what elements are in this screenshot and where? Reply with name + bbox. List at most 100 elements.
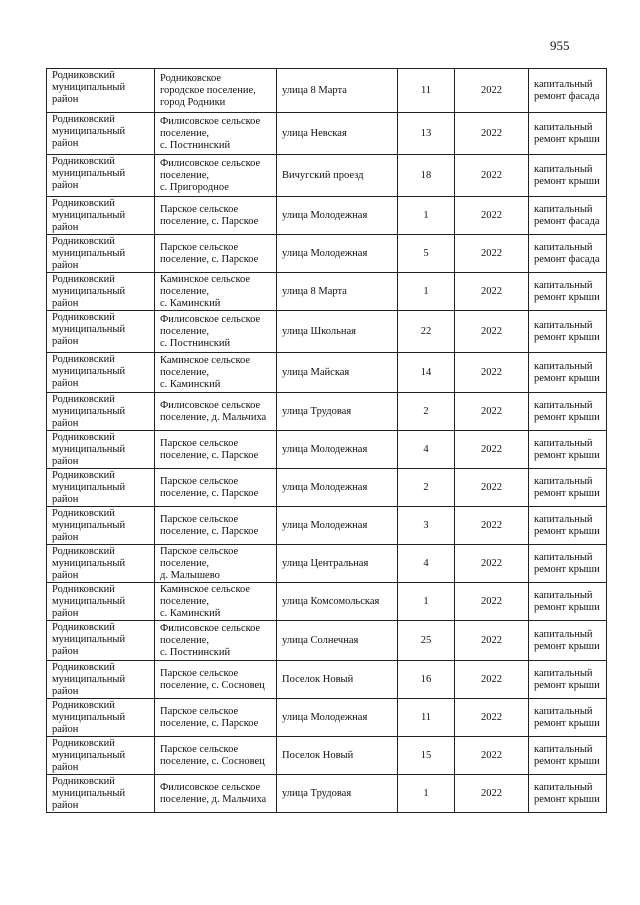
text-line: Филисовское сельское xyxy=(160,313,261,325)
settlement-cell: Родниковское городское поселение, город Ро… xyxy=(154,68,277,113)
text-line: Родниковский xyxy=(52,274,115,285)
table-row: Родниковский муниципальный район Парское се… xyxy=(46,736,607,775)
year-cell: 2022 xyxy=(454,774,529,813)
street-cell: улица Школьная xyxy=(276,310,398,353)
text-line: капитальный xyxy=(534,399,593,411)
text-line: Родниковский xyxy=(52,738,115,749)
text-line: Парское сельское xyxy=(160,667,239,679)
text-line: ремонт крыши xyxy=(534,525,600,537)
text-line: Родниковский xyxy=(52,70,115,81)
house-cell: 4 xyxy=(397,544,455,583)
year-cell: 2022 xyxy=(454,582,529,621)
house-cell: 1 xyxy=(397,196,455,235)
work-type-cell: капитальный ремонт крыши xyxy=(528,468,607,507)
text-line: ремонт крыши xyxy=(534,487,600,499)
text-line: Филисовское сельское xyxy=(160,157,261,169)
text-line: ремонт крыши xyxy=(534,133,600,145)
text-line: район xyxy=(52,608,79,619)
text-line: капитальный xyxy=(534,319,593,331)
text-line: район xyxy=(52,646,79,657)
text-line: с. Постнинский xyxy=(160,139,231,151)
text-line: ремонт крыши xyxy=(534,372,600,384)
street-cell: улица Молодежная xyxy=(276,196,398,235)
text-line: район xyxy=(52,570,79,581)
text-line: ремонт крыши xyxy=(534,563,600,575)
table-row: Родниковский муниципальный район Филисовско… xyxy=(46,310,607,353)
text-line: Филисовское сельское xyxy=(160,399,261,411)
table-row: Родниковский муниципальный район Каминское … xyxy=(46,272,607,311)
settlement-cell: Парское сельское поселение, с. Парское xyxy=(154,430,277,469)
street-cell: улица Комсомольская xyxy=(276,582,398,621)
text-line: район xyxy=(52,494,79,505)
text-line: поселение, xyxy=(160,557,210,569)
text-line: с. Каминский xyxy=(160,297,221,309)
year-cell: 2022 xyxy=(454,620,529,661)
text-line: Парское сельское xyxy=(160,545,239,557)
year-cell: 2022 xyxy=(454,430,529,469)
work-type-cell: капитальный ремонт крыши xyxy=(528,430,607,469)
house-cell: 4 xyxy=(397,430,455,469)
text-line: Парское сельское xyxy=(160,475,239,487)
table-row: Родниковский муниципальный район Парское се… xyxy=(46,544,607,583)
text-line: Родниковский xyxy=(52,394,115,405)
text-line: городское поселение, xyxy=(160,84,256,96)
text-line: район xyxy=(52,800,79,811)
settlement-cell: Парское сельское поселение, с. Парское xyxy=(154,506,277,545)
text-line: Родниковский xyxy=(52,622,115,633)
table-row: Родниковский муниципальный район Парское се… xyxy=(46,234,607,273)
text-line: район xyxy=(52,180,79,191)
text-line: капитальный xyxy=(534,551,593,563)
text-line: ремонт фасада xyxy=(534,215,600,227)
street-cell: улица Молодежная xyxy=(276,430,398,469)
text-line: муниципальный xyxy=(52,324,126,335)
work-type-cell: капитальный ремонт крыши xyxy=(528,272,607,311)
house-cell: 18 xyxy=(397,154,455,197)
district-cell: Родниковский муниципальный район xyxy=(46,310,155,353)
text-line: с. Постнинский xyxy=(160,337,231,349)
district-cell: Родниковский муниципальный район xyxy=(46,430,155,469)
house-cell: 16 xyxy=(397,660,455,699)
text-line: район xyxy=(52,686,79,697)
settlement-cell: Каминское сельское поселение, с. Каминский xyxy=(154,272,277,311)
district-cell: Родниковский муниципальный район xyxy=(46,154,155,197)
house-cell: 1 xyxy=(397,272,455,311)
text-line: Родниковский xyxy=(52,198,115,209)
text-line: район xyxy=(52,222,79,233)
district-cell: Родниковский муниципальный район xyxy=(46,544,155,583)
district-cell: Родниковский муниципальный район xyxy=(46,660,155,699)
settlement-cell: Парское сельское поселение, с. Сосновец xyxy=(154,736,277,775)
street-cell: Поселок Новый xyxy=(276,660,398,699)
street-cell: улица 8 Марта xyxy=(276,68,398,113)
street-cell: Вичугский проезд xyxy=(276,154,398,197)
text-line: поселение, с. Парское xyxy=(160,253,259,265)
text-line: с. Пригородное xyxy=(160,181,229,193)
text-line: капитальный xyxy=(534,203,593,215)
text-line: поселение, xyxy=(160,285,210,297)
street-cell: улица Молодежная xyxy=(276,468,398,507)
work-type-cell: капитальный ремонт крыши xyxy=(528,774,607,813)
text-line: Родниковский xyxy=(52,508,115,519)
text-line: поселение, xyxy=(160,595,210,607)
text-line: Родниковский xyxy=(52,432,115,443)
year-cell: 2022 xyxy=(454,660,529,699)
street-cell: улица Молодежная xyxy=(276,234,398,273)
text-line: Парское сельское xyxy=(160,437,239,449)
page-number: 955 xyxy=(550,38,570,53)
text-line: Родниковский xyxy=(52,312,115,323)
text-line: Парское сельское xyxy=(160,743,239,755)
settlement-cell: Филисовское сельское поселение, д. Мальчи… xyxy=(154,774,277,813)
street-cell: улица Майская xyxy=(276,352,398,393)
house-cell: 11 xyxy=(397,698,455,737)
table-row: Родниковский муниципальный район Родниковск… xyxy=(46,68,607,113)
text-line: ремонт крыши xyxy=(534,717,600,729)
text-line: капитальный xyxy=(534,781,593,793)
text-line: район xyxy=(52,336,79,347)
text-line: поселение, xyxy=(160,169,210,181)
text-line: поселение, xyxy=(160,325,210,337)
table-row: Родниковский муниципальный район Парское се… xyxy=(46,196,607,235)
table-row: Родниковский муниципальный район Парское се… xyxy=(46,698,607,737)
work-type-cell: капитальный ремонт фасада xyxy=(528,68,607,113)
street-cell: улица Молодежная xyxy=(276,506,398,545)
text-line: муниципальный xyxy=(52,82,126,93)
